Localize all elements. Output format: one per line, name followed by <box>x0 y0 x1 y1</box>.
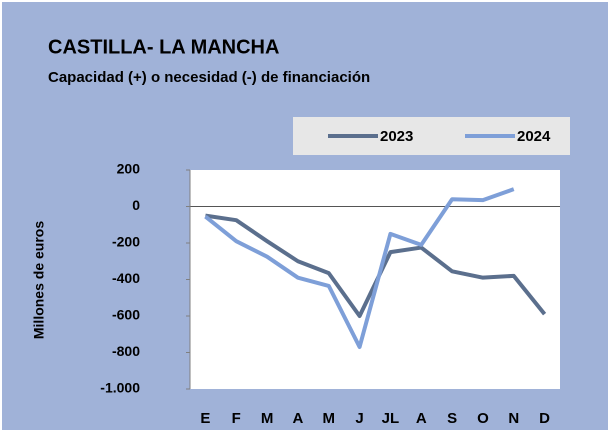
legend-label: 2024 <box>517 128 551 145</box>
y-tick-label: 0 <box>132 197 140 213</box>
x-tick-label: S <box>447 410 457 427</box>
x-tick-label: J <box>355 410 363 427</box>
x-tick-label: M <box>261 410 274 427</box>
y-tick-label: -800 <box>112 343 140 359</box>
y-tick-label: -200 <box>112 234 140 250</box>
line-series <box>204 187 515 350</box>
x-tick-label: N <box>508 410 519 427</box>
y-tick-label: -600 <box>112 307 140 323</box>
x-tick-label: O <box>477 410 489 427</box>
x-tick-label: D <box>539 410 550 427</box>
chart-title: CASTILLA- LA MANCHA <box>48 36 279 58</box>
legend-label: 2023 <box>380 128 413 145</box>
y-axis-label: Millones de euros <box>31 221 47 339</box>
y-tick-label: -1.000 <box>100 380 140 396</box>
chart-subtitle: Capacidad (+) o necesidad (-) de financi… <box>48 69 370 86</box>
y-tick-label: 200 <box>117 161 141 177</box>
x-tick-label: E <box>200 410 210 427</box>
x-tick-label: M <box>323 410 336 427</box>
x-tick-label: JL <box>382 410 400 427</box>
y-tick-label: -400 <box>112 270 140 286</box>
x-tick-label: A <box>292 410 303 427</box>
x-tick-label: A <box>416 410 427 427</box>
x-tick-label: F <box>232 410 241 427</box>
